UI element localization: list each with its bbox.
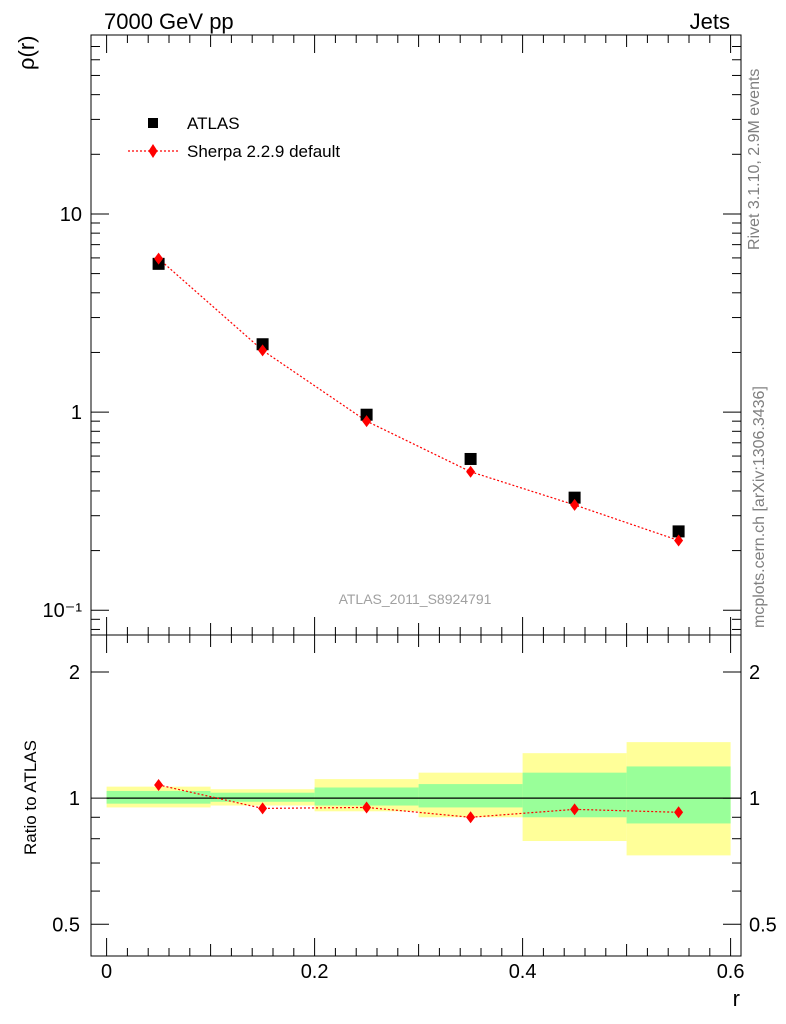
x-axis-label: r xyxy=(733,986,740,1011)
series-lines xyxy=(158,258,679,818)
ratio-uncertainty-bands xyxy=(106,742,731,856)
y-tick-label-ratio-right: 0.5 xyxy=(749,914,777,936)
sherpa-point xyxy=(154,252,164,265)
x-tick-label: 0 xyxy=(101,961,112,983)
sherpa-ratio-point xyxy=(570,803,580,816)
y-tick-label-ratio: 0.5 xyxy=(52,914,80,936)
sherpa-ratio-line xyxy=(158,784,679,818)
sherpa-ratio-point xyxy=(362,801,372,814)
atlas-point xyxy=(360,408,373,421)
green-band xyxy=(418,784,523,808)
sherpa-ratio-point xyxy=(466,811,476,824)
side-label-top: Rivet 3.1.10, 2.9M events xyxy=(746,69,763,250)
y-tick-label-main: 10⁻¹ xyxy=(43,600,83,622)
header-left: 7000 GeV pp xyxy=(104,9,234,34)
green-band xyxy=(106,790,211,804)
legend-label-sherpa: Sherpa 2.2.9 default xyxy=(187,142,340,161)
x-tick-label: 0.6 xyxy=(717,961,745,983)
sherpa-ratio-point xyxy=(258,802,268,815)
x-tick-label: 0.4 xyxy=(509,961,537,983)
x-tick-label: 0.2 xyxy=(301,961,329,983)
legend-marker-atlas xyxy=(148,118,158,128)
sherpa-point xyxy=(362,415,372,428)
y-axis-label-ratio: Ratio to ATLAS xyxy=(21,740,40,855)
sherpa-point xyxy=(258,344,268,357)
atlas-point xyxy=(672,525,685,538)
sherpa-line xyxy=(158,258,679,542)
y-tick-label-ratio: 1 xyxy=(69,788,80,810)
sherpa-point xyxy=(570,498,580,511)
y-tick-label-main: 1 xyxy=(71,402,82,424)
y-tick-label-main: 10 xyxy=(60,204,82,226)
sherpa-point xyxy=(674,534,684,547)
header-right: Jets xyxy=(690,9,730,34)
sherpa-ratio-point xyxy=(154,778,164,791)
legend-label-atlas: ATLAS xyxy=(187,114,240,133)
ratio-panel-frame xyxy=(90,634,742,957)
atlas-point xyxy=(568,491,581,504)
legend: ATLAS Sherpa 2.2.9 default xyxy=(128,114,340,161)
y-tick-label-ratio-right: 1 xyxy=(749,788,760,810)
green-band xyxy=(314,787,419,806)
sherpa-ratio-point xyxy=(674,806,684,819)
analysis-label: ATLAS_2011_S8924791 xyxy=(339,591,492,607)
atlas-point xyxy=(256,338,269,351)
y-tick-label-ratio-right: 2 xyxy=(749,662,760,684)
sherpa-point xyxy=(466,465,476,478)
legend-marker-sherpa xyxy=(148,144,158,158)
atlas-point xyxy=(464,452,477,465)
side-label-bottom: mcplots.cern.ch [arXiv:1306.3436] xyxy=(751,386,768,628)
y-tick-label-ratio: 2 xyxy=(69,662,80,684)
axis-ticks: 10 1 10⁻¹ 2 2 1 1 0.5 0.5 0 0.2 0.4 0.6 xyxy=(43,34,777,983)
series-markers xyxy=(152,252,685,824)
green-band xyxy=(210,792,315,802)
y-axis-label-main: ρ(r) xyxy=(14,36,39,71)
